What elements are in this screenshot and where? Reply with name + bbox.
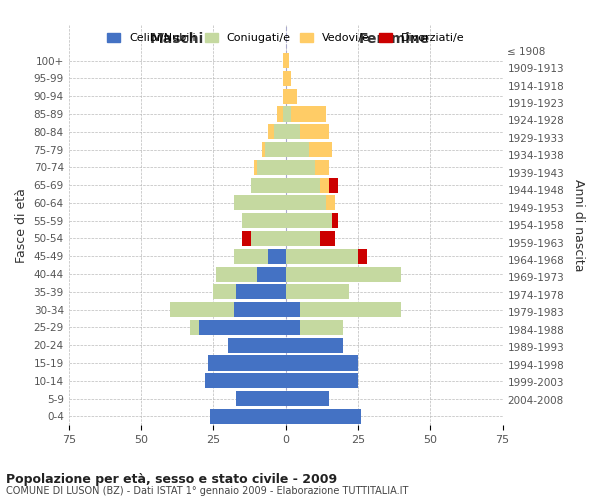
Bar: [254, 160, 257, 175]
Bar: [286, 88, 297, 104]
Bar: [236, 391, 286, 406]
Bar: [286, 266, 401, 281]
Bar: [283, 71, 286, 86]
Text: COMUNE DI LUSON (BZ) - Dati ISTAT 1° gennaio 2009 - Elaborazione TUTTITALIA.IT: COMUNE DI LUSON (BZ) - Dati ISTAT 1° gen…: [6, 486, 409, 496]
Bar: [292, 106, 326, 122]
Bar: [216, 266, 257, 281]
Bar: [265, 142, 286, 157]
Bar: [329, 178, 338, 192]
Bar: [286, 302, 300, 317]
Bar: [286, 213, 332, 228]
Bar: [257, 266, 286, 281]
Bar: [300, 302, 401, 317]
Bar: [286, 284, 349, 300]
Text: Popolazione per età, sesso e stato civile - 2009: Popolazione per età, sesso e stato civil…: [6, 472, 337, 486]
Bar: [199, 320, 286, 335]
Bar: [286, 196, 326, 210]
Bar: [286, 248, 358, 264]
Bar: [242, 213, 286, 228]
Bar: [274, 124, 286, 140]
Bar: [211, 409, 286, 424]
Bar: [213, 284, 236, 300]
Bar: [286, 373, 358, 388]
Bar: [314, 160, 329, 175]
Bar: [257, 160, 286, 175]
Bar: [268, 248, 286, 264]
Text: Femmine: Femmine: [358, 32, 430, 46]
Bar: [233, 302, 286, 317]
Bar: [286, 320, 300, 335]
Bar: [233, 248, 268, 264]
Bar: [251, 178, 286, 192]
Bar: [300, 124, 329, 140]
Bar: [283, 106, 286, 122]
Bar: [262, 142, 265, 157]
Bar: [268, 124, 274, 140]
Text: Maschi: Maschi: [150, 32, 204, 46]
Bar: [286, 338, 343, 353]
Bar: [286, 178, 320, 192]
Bar: [326, 196, 335, 210]
Bar: [283, 53, 286, 68]
Bar: [320, 178, 329, 192]
Bar: [286, 71, 292, 86]
Bar: [236, 284, 286, 300]
Bar: [170, 302, 233, 317]
Bar: [358, 248, 367, 264]
Bar: [228, 338, 286, 353]
Legend: Celibi/Nubili, Coniugati/e, Vedovi/e, Divorziati/e: Celibi/Nubili, Coniugati/e, Vedovi/e, Di…: [104, 30, 467, 46]
Bar: [320, 231, 335, 246]
Bar: [300, 320, 343, 335]
Bar: [286, 53, 289, 68]
Bar: [251, 231, 286, 246]
Bar: [286, 106, 292, 122]
Y-axis label: Fasce di età: Fasce di età: [15, 188, 28, 262]
Bar: [242, 231, 251, 246]
Bar: [286, 391, 329, 406]
Bar: [286, 160, 314, 175]
Bar: [277, 106, 283, 122]
Bar: [283, 88, 286, 104]
Bar: [205, 373, 286, 388]
Y-axis label: Anni di nascita: Anni di nascita: [572, 179, 585, 272]
Bar: [286, 231, 320, 246]
Bar: [309, 142, 332, 157]
Bar: [190, 320, 199, 335]
Bar: [332, 213, 338, 228]
Bar: [286, 409, 361, 424]
Bar: [286, 124, 300, 140]
Bar: [286, 356, 358, 370]
Bar: [233, 196, 286, 210]
Bar: [286, 142, 309, 157]
Bar: [208, 356, 286, 370]
